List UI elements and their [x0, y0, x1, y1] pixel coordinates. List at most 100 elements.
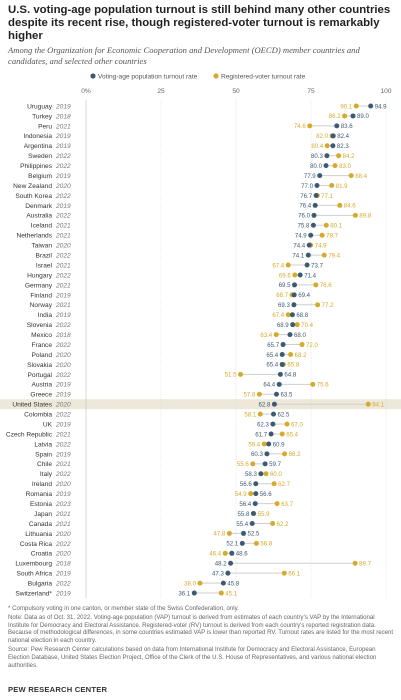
- rv-dot: [299, 342, 305, 348]
- country-label: Austria: [31, 382, 52, 389]
- election-year: 2022: [55, 441, 71, 448]
- country-row: Canada 2021 55.4 62.2: [29, 521, 289, 528]
- vap-dot: [239, 540, 245, 546]
- rv-value-label: 72.0: [306, 342, 318, 349]
- country-label: Poland: [31, 352, 52, 359]
- vap-value-label: 74.1: [292, 252, 304, 259]
- election-year: 2019: [55, 392, 71, 399]
- vap-dot: [330, 143, 336, 149]
- election-year: 2023: [55, 501, 71, 508]
- vap-value-label: 89.0: [357, 113, 369, 120]
- rv-value-label: 70.4: [301, 322, 313, 329]
- country-label: South Africa: [16, 571, 52, 578]
- election-year: 2022: [55, 471, 71, 478]
- rv-value-label: 67.4: [272, 312, 284, 319]
- rv-dot: [321, 252, 327, 258]
- country-label: Estonia: [30, 501, 52, 508]
- rv-dot: [319, 232, 325, 238]
- rv-dot: [285, 262, 291, 268]
- election-year: 2019: [55, 451, 71, 458]
- country-row: Australia 2022 76.0 89.8: [26, 213, 372, 220]
- rv-dot: [292, 272, 298, 278]
- rv-value-label: 84.6: [344, 203, 356, 210]
- election-year: 2019: [55, 312, 71, 319]
- rv-dot: [270, 520, 276, 526]
- country-row: Denmark 2019 76.4 84.6: [25, 203, 356, 210]
- country-row: Switzerland* 2019 36.1 45.1: [15, 590, 237, 597]
- x-tick-label: 75: [307, 88, 315, 95]
- rv-dot: [342, 113, 348, 119]
- vap-value-label: 82.3: [337, 143, 349, 150]
- rv-dot: [271, 481, 277, 487]
- vap-value-label: 60.9: [273, 441, 285, 448]
- country-label: Netherlands: [16, 233, 52, 240]
- country-label: Germany: [25, 282, 53, 289]
- rv-value-label: 79.4: [328, 252, 340, 259]
- vap-dot: [287, 332, 293, 338]
- vap-dot: [350, 113, 356, 119]
- rv-value-label: 80.1: [330, 223, 342, 230]
- vap-dot: [229, 550, 235, 556]
- country-label: Belgium: [28, 173, 52, 180]
- election-year: 2022: [55, 272, 71, 279]
- country-row: Germany 2021 69.5 76.6: [25, 282, 332, 289]
- rv-dot: [263, 471, 269, 477]
- methodology-note: Note: Data as of Oct. 31, 2022. Voting-a…: [8, 613, 394, 645]
- vap-value-label: 69.5: [279, 282, 291, 289]
- rv-dot: [336, 153, 342, 159]
- country-label: Australia: [26, 213, 52, 220]
- country-row: Argentina 2019 82.3 80.4: [24, 143, 350, 150]
- vap-dot: [312, 202, 318, 208]
- country-row: UK 2019 62.3 67.0: [43, 421, 304, 428]
- rv-value-label: 84.2: [343, 153, 355, 160]
- vap-dot: [276, 381, 282, 387]
- vap-value-label: 80.0: [310, 163, 322, 170]
- country-row: Uruguay 2019 94.9 90.1: [27, 103, 387, 110]
- rv-dot: [238, 371, 243, 377]
- rv-value-label: 67.0: [291, 421, 303, 428]
- rv-dot: [197, 580, 203, 586]
- rv-dot: [261, 441, 267, 447]
- country-row: Slovakia 2020 65.4 65.8: [27, 362, 300, 369]
- country-row: Brazil 2022 74.1 79.4: [36, 252, 341, 259]
- vap-dot: [270, 421, 276, 427]
- vap-value-label: 58.3: [245, 471, 257, 478]
- country-row: Costa Rica 2022 52.1 56.8: [20, 541, 273, 548]
- country-row: Peru 2021 83.6 74.6: [38, 123, 353, 130]
- rv-dot: [288, 352, 294, 357]
- election-year: 2019: [55, 143, 71, 150]
- election-year: 2019: [55, 590, 71, 597]
- country-label: Indonesia: [23, 133, 52, 140]
- election-year: 2019: [55, 173, 71, 180]
- election-year: 2020: [55, 551, 71, 558]
- rv-dot: [222, 550, 228, 556]
- vap-dot: [268, 431, 274, 437]
- rv-dot: [332, 163, 338, 169]
- legend-label-1: Registered-voter turnout rate: [221, 73, 306, 80]
- rv-dot: [279, 431, 285, 437]
- vap-dot: [292, 282, 297, 288]
- vap-value-label: 64.4: [263, 382, 275, 389]
- rv-value-label: 51.5: [225, 372, 237, 379]
- election-year: 2022: [55, 541, 71, 548]
- vap-dot: [279, 352, 285, 357]
- x-axis: 0% 25 50 75 100: [81, 88, 392, 95]
- country-label: United States: [12, 402, 52, 409]
- source-note: Source: Pew Research Center calculations…: [8, 645, 377, 669]
- rv-dot: [273, 332, 279, 338]
- country-row: Bulgaria 2022 45.8 38.0: [28, 580, 240, 587]
- rv-value-label: 74.6: [294, 123, 306, 130]
- vap-value-label: 77.9: [304, 173, 316, 180]
- rv-dot: [218, 590, 224, 596]
- country-row: South Korea 2022 76.7 77.1: [15, 193, 333, 200]
- rv-value-label: 80.4: [311, 143, 323, 150]
- country-row: Indonesia 2019 82.4 82.0: [23, 133, 349, 140]
- country-row: Italy 2022 58.3 60.0: [40, 471, 283, 478]
- vap-dot: [258, 471, 264, 477]
- vap-value-label: 65.4: [266, 362, 278, 369]
- election-year: 2018: [55, 113, 71, 120]
- vap-dot: [274, 391, 279, 397]
- vap-dot: [291, 292, 297, 298]
- vap-value-label: 83.6: [341, 123, 353, 130]
